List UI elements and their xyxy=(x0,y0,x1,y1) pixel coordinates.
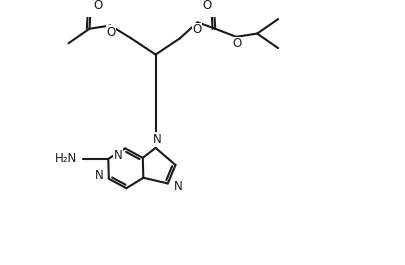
Text: N: N xyxy=(95,169,103,182)
Text: N: N xyxy=(114,149,122,162)
Text: O: O xyxy=(192,23,201,36)
Text: O: O xyxy=(232,37,241,50)
Text: O: O xyxy=(202,0,211,12)
Text: H₂N: H₂N xyxy=(55,152,77,165)
Text: O: O xyxy=(106,26,115,39)
Text: N: N xyxy=(153,133,162,146)
Text: N: N xyxy=(174,180,182,193)
Text: O: O xyxy=(93,0,102,12)
